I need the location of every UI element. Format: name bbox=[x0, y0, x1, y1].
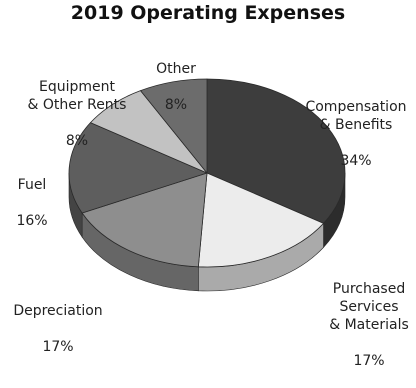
pie-top-faces bbox=[68, 78, 346, 268]
pie-slice-2 bbox=[81, 172, 208, 268]
pie-slice-1 bbox=[197, 172, 324, 268]
chart-title: 2019 Operating Expenses bbox=[70, 2, 346, 24]
pie-slice-0 bbox=[206, 78, 346, 224]
slice-label-other: Other 8% bbox=[156, 61, 196, 113]
slice-label-equipment: Equipment & Other Rents 8% bbox=[27, 79, 127, 149]
pie-slice-5 bbox=[140, 78, 208, 174]
slice-label-depreciation: Depreciation 17% bbox=[13, 303, 103, 355]
slice-label-fuel: Fuel 16% bbox=[16, 177, 48, 229]
slice-label-purchased: Purchased Services & Materials 17% bbox=[329, 281, 409, 369]
slice-label-compensation: Compensation & Benefits 34% bbox=[305, 99, 407, 169]
pie-chart bbox=[68, 78, 346, 292]
pie-slice-3 bbox=[68, 122, 208, 214]
